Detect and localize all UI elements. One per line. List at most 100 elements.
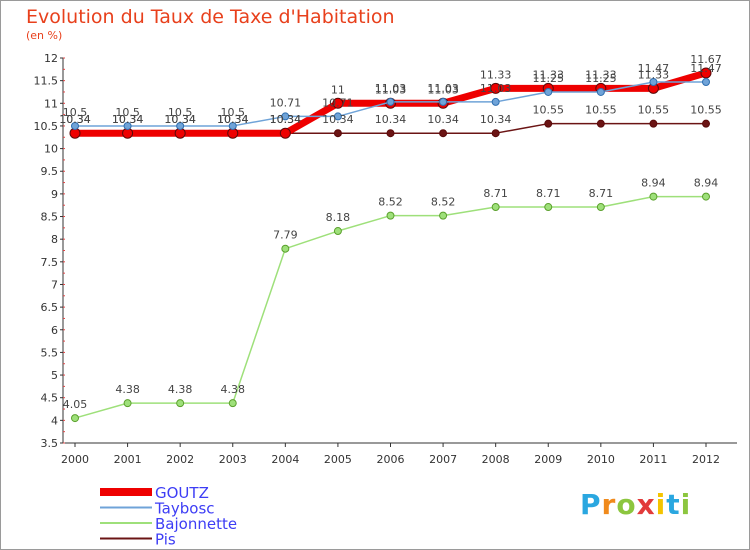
y-tick-label: 4 bbox=[51, 414, 58, 427]
data-label-bajonnette: 8.52 bbox=[378, 196, 403, 209]
y-tick-label: 12 bbox=[44, 52, 58, 65]
data-label-goutz: 10.34 bbox=[270, 113, 302, 126]
y-tick-label: 10.5 bbox=[34, 120, 59, 133]
proxiti-logo: Proxiti bbox=[580, 488, 691, 521]
data-point-taybosc bbox=[228, 121, 237, 130]
y-tick-label: 5 bbox=[51, 369, 58, 382]
legend-label-taybosc: Taybosc bbox=[154, 500, 215, 518]
x-tick-label: 2002 bbox=[166, 453, 194, 466]
data-label-goutz: 11.67 bbox=[690, 53, 722, 66]
data-label-goutz: 11.03 bbox=[427, 83, 459, 96]
data-label-taybosc: 11.47 bbox=[690, 62, 722, 75]
data-point-bajonnette bbox=[596, 203, 605, 212]
data-label-taybosc: 10.5 bbox=[115, 106, 140, 119]
data-label-taybosc: 11.03 bbox=[375, 82, 407, 95]
x-tick-label: 2001 bbox=[114, 453, 142, 466]
data-point-bajonnette bbox=[333, 227, 342, 236]
y-tick-label: 8 bbox=[51, 233, 58, 246]
data-label-pis: 10.34 bbox=[164, 113, 196, 126]
data-point-goutz bbox=[332, 97, 344, 109]
data-point-pis bbox=[649, 119, 658, 128]
data-label-pis: 10.55 bbox=[533, 104, 565, 117]
data-point-bajonnette bbox=[228, 399, 237, 408]
y-tick-label: 6.5 bbox=[41, 301, 59, 314]
data-label-goutz: 11.33 bbox=[638, 68, 670, 81]
data-label-goutz: 10.34 bbox=[112, 113, 144, 126]
y-tick-label: 9 bbox=[51, 188, 58, 201]
y-tick-label: 3.5 bbox=[41, 437, 59, 450]
data-point-taybosc bbox=[702, 78, 710, 87]
x-tick-label: 2007 bbox=[429, 453, 457, 466]
data-label-taybosc: 11.47 bbox=[638, 62, 670, 75]
y-tick-label: 7 bbox=[51, 278, 58, 291]
data-point-goutz bbox=[490, 82, 502, 94]
data-label-goutz: 11.33 bbox=[480, 68, 512, 81]
data-label-pis: 10.34 bbox=[217, 113, 249, 126]
data-label-taybosc: 11.25 bbox=[533, 72, 565, 85]
data-point-taybosc bbox=[596, 87, 605, 96]
data-label-bajonnette: 8.52 bbox=[431, 196, 456, 209]
data-label-goutz: 11.33 bbox=[533, 68, 565, 81]
data-label-taybosc: 10.5 bbox=[221, 106, 246, 119]
data-point-bajonnette bbox=[702, 192, 710, 201]
data-point-bajonnette bbox=[649, 192, 658, 201]
data-point-taybosc bbox=[544, 87, 553, 96]
data-point-pis bbox=[386, 129, 395, 138]
y-tick-label: 9.5 bbox=[41, 165, 59, 178]
y-tick-label: 4.5 bbox=[41, 392, 59, 405]
y-tick-label: 6 bbox=[51, 324, 58, 337]
y-tick-label: 10 bbox=[44, 143, 58, 156]
data-label-goutz: 10.34 bbox=[217, 113, 249, 126]
data-point-pis bbox=[702, 119, 710, 128]
data-label-pis: 10.34 bbox=[270, 113, 302, 126]
logo-letter: P bbox=[580, 488, 602, 521]
data-point-taybosc bbox=[176, 121, 185, 130]
data-point-pis bbox=[596, 119, 605, 128]
x-tick-label: 2003 bbox=[219, 453, 247, 466]
logo-letter: i bbox=[680, 488, 692, 521]
data-label-bajonnette: 8.71 bbox=[589, 187, 614, 200]
y-axis-unit-label: (en %) bbox=[26, 29, 63, 42]
chart-title: Evolution du Taux de Taxe d'Habitation bbox=[26, 6, 395, 28]
x-tick-label: 2009 bbox=[534, 453, 562, 466]
x-tick-label: 2004 bbox=[271, 453, 299, 466]
data-point-bajonnette bbox=[176, 399, 185, 408]
data-label-taybosc: 11.03 bbox=[480, 82, 512, 95]
data-label-goutz: 11 bbox=[331, 83, 345, 96]
data-label-taybosc: 11.25 bbox=[585, 72, 617, 85]
data-label-pis: 10.34 bbox=[480, 113, 512, 126]
data-label-bajonnette: 4.38 bbox=[115, 383, 140, 396]
data-label-taybosc: 10.71 bbox=[270, 96, 302, 109]
data-label-pis: 10.34 bbox=[375, 113, 407, 126]
logo-letter: t bbox=[666, 488, 681, 521]
data-point-taybosc bbox=[71, 121, 79, 130]
x-tick-label: 2012 bbox=[692, 453, 720, 466]
data-point-taybosc bbox=[386, 97, 395, 106]
data-point-bajonnette bbox=[123, 399, 132, 408]
data-label-pis: 10.55 bbox=[638, 104, 670, 117]
data-point-pis bbox=[333, 129, 342, 138]
data-point-goutz bbox=[279, 127, 291, 139]
x-tick-label: 2010 bbox=[587, 453, 615, 466]
data-label-goutz: 10.34 bbox=[59, 113, 91, 126]
x-tick-label: 2000 bbox=[61, 453, 89, 466]
y-tick-label: 11.5 bbox=[34, 75, 59, 88]
data-label-bajonnette: 8.71 bbox=[483, 187, 508, 200]
data-label-pis: 10.34 bbox=[59, 113, 91, 126]
data-point-goutz bbox=[700, 67, 712, 79]
data-point-bajonnette bbox=[544, 203, 553, 212]
data-label-bajonnette: 4.38 bbox=[168, 383, 193, 396]
data-point-taybosc bbox=[281, 112, 290, 121]
y-tick-label: 5.5 bbox=[41, 346, 59, 359]
y-tick-label: 11 bbox=[44, 97, 58, 110]
data-point-taybosc bbox=[649, 78, 658, 87]
data-label-bajonnette: 4.05 bbox=[63, 398, 88, 411]
data-point-taybosc bbox=[439, 97, 448, 106]
data-point-pis bbox=[544, 119, 553, 128]
logo-letter: i bbox=[655, 488, 667, 521]
data-label-taybosc: 10.5 bbox=[63, 106, 88, 119]
data-label-bajonnette: 8.94 bbox=[694, 177, 719, 190]
data-label-pis: 10.34 bbox=[112, 113, 144, 126]
x-tick-label: 2006 bbox=[377, 453, 405, 466]
